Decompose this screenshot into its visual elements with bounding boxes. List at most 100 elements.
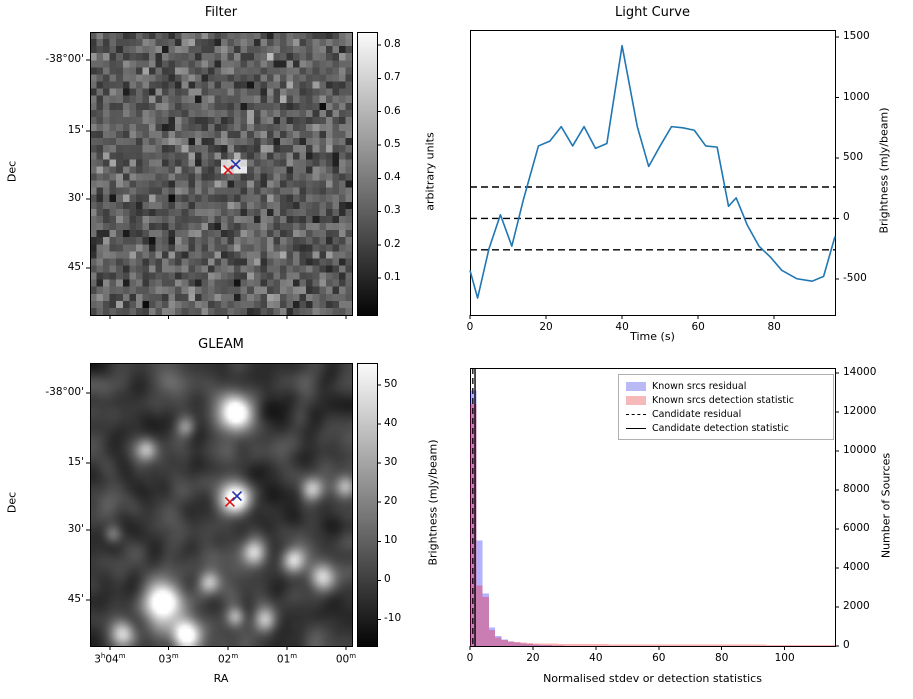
hist-bar-detstat — [514, 642, 521, 646]
hist-ytick-label: 12000 — [843, 404, 877, 417]
hist-bar-residual — [507, 641, 515, 646]
hist-bar-detstat — [545, 643, 552, 646]
hist-ytick-label: 14000 — [843, 365, 877, 378]
hist-bar-residual — [514, 642, 521, 646]
gleam-colorbar-label: Brightness (mJy/beam) — [426, 439, 440, 566]
filter-ytick-label: -38°00' — [45, 53, 84, 66]
legend-label: Known srcs detection statistic — [652, 394, 794, 406]
lightcurve-frame — [470, 30, 836, 316]
hist-bar-detstat — [488, 630, 496, 646]
hist-ytick-label: 4000 — [843, 560, 870, 573]
hist-bar-residual — [520, 643, 527, 646]
hist-bar-detstat — [583, 644, 590, 646]
hist-bar-detstat — [532, 643, 540, 646]
hist-bar-detstat — [551, 643, 559, 646]
gleam-xtick-label: 01m — [276, 652, 298, 666]
hist-bar-detstat — [822, 644, 829, 646]
hist-bar-detstat — [621, 644, 628, 646]
hist-bar-detstat — [778, 644, 785, 646]
hist-bar-detstat — [646, 644, 653, 646]
lightcurve-xlabel: Time (s) — [630, 330, 675, 343]
hist-xlabel: Normalised stdev or detection statistics — [543, 672, 762, 685]
filter-cbar-tick-label: 0.6 — [384, 104, 401, 117]
hist-bar-detstat — [759, 644, 766, 646]
hist-bar-detstat — [658, 644, 666, 646]
filter-ytick-label: 45' — [67, 261, 84, 274]
hist-xtick-label: 60 — [652, 652, 666, 664]
hist-bar-detstat — [564, 643, 571, 646]
gleam-cbar-tick-label: -10 — [384, 612, 402, 625]
hist-xtick-label: 20 — [526, 652, 540, 664]
hist-ytick-label: 8000 — [843, 482, 870, 495]
hist-bar-residual — [545, 645, 552, 646]
hist-ytick-label: 0 — [843, 639, 850, 651]
hist-bar-residual — [539, 644, 546, 646]
hist-ytick-label: 10000 — [843, 443, 877, 456]
hist-ytick-label: 2000 — [843, 599, 870, 612]
hist-bar-residual — [482, 593, 489, 646]
hist-bar-detstat — [476, 585, 483, 646]
hist-bar-detstat — [576, 644, 584, 646]
hist-bar-detstat — [671, 644, 678, 646]
gleam-cbar-tick-label: 40 — [384, 417, 398, 430]
hist-bar-detstat — [715, 644, 722, 646]
legend-item: Candidate detection statistic — [626, 421, 826, 435]
hist-xtick-label: 0 — [466, 652, 474, 664]
hist-bar-residual — [495, 635, 502, 646]
hist-bar-detstat — [816, 644, 823, 646]
hist-bar-detstat — [790, 644, 798, 646]
legend-label: Candidate residual — [652, 408, 742, 420]
hist-bar-residual — [488, 627, 496, 646]
gleam-colorbar — [357, 363, 377, 646]
hist-bar-detstat — [753, 644, 760, 646]
hist-bar-detstat — [627, 644, 634, 646]
filter-cbar-tick-label: 0.4 — [384, 171, 401, 184]
filter-ytick-label: 30' — [67, 191, 84, 204]
hist-bar-detstat — [652, 644, 659, 646]
hist-bar-detstat — [809, 644, 817, 646]
gleam-cbar-tick-label: 20 — [384, 495, 398, 508]
hist-xtick-label: 40 — [589, 652, 603, 664]
hist-bar-detstat — [772, 644, 779, 646]
hist-bar-detstat — [570, 643, 577, 646]
hist-bar-detstat — [558, 643, 565, 646]
hist-bar-detstat — [602, 644, 609, 646]
gleam-image — [90, 363, 352, 646]
hist-bar-detstat — [665, 644, 672, 646]
hist-bar-detstat — [608, 644, 615, 646]
hist-bar-detstat — [470, 404, 477, 646]
gleam-cbar-tick-label: 50 — [384, 378, 398, 391]
gleam-cbar-tick-label: 30 — [384, 456, 398, 469]
gleam-cbar-tick-label: 10 — [384, 534, 398, 547]
gleam-ytick-label: 30' — [67, 522, 84, 535]
legend-swatch-line-dashed — [626, 413, 646, 415]
hist-bar-residual — [476, 540, 483, 646]
lightcurve-title: Light Curve — [615, 5, 690, 20]
lightcurve-xtick-label: 80 — [767, 321, 781, 333]
filter-cbar-tick-label: 0.1 — [384, 271, 401, 284]
legend-label: Known srcs residual — [652, 380, 747, 392]
filter-ytick-label: 15' — [67, 124, 84, 137]
hist-bar-detstat — [690, 644, 697, 646]
hist-bar-residual — [501, 639, 508, 646]
lightcurve-xtick-label: 0 — [466, 321, 474, 333]
hist-xtick-label: 100 — [774, 652, 795, 664]
hist-bar-detstat — [734, 644, 741, 646]
legend-item: Candidate residual — [626, 407, 826, 421]
legend-item: Known srcs detection statistic — [626, 393, 826, 407]
hist-bar-detstat — [784, 644, 791, 646]
hist-bar-detstat — [803, 644, 810, 646]
gleam-xtick-label: 03m — [158, 652, 179, 666]
gleam-xlabel: RA — [213, 672, 229, 685]
hist-bar-detstat — [595, 644, 603, 646]
filter-cbar-tick-label: 0.8 — [384, 38, 401, 51]
lightcurve-ytick-label: 0 — [843, 211, 850, 224]
hist-bar-detstat — [677, 644, 684, 646]
gleam-ylabel: Dec — [5, 491, 19, 514]
hist-bar-detstat — [589, 644, 596, 646]
filter-ylabel: Dec — [5, 160, 19, 183]
legend-item: Known srcs residual — [626, 379, 826, 393]
hist-bar-detstat — [539, 643, 546, 646]
hist-bar-detstat — [633, 644, 640, 646]
filter-cbar-tick-label: 0.3 — [384, 204, 401, 217]
